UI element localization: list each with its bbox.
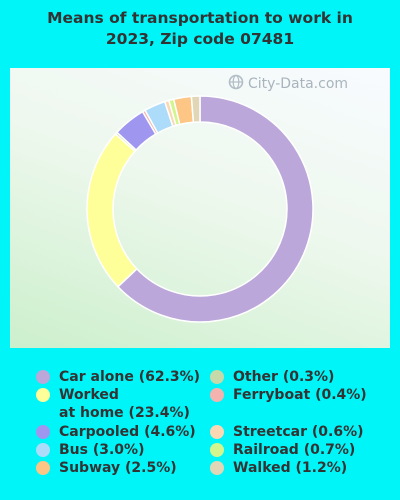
legend-label-line: Other (0.3%) [233, 369, 335, 385]
chart-title-line-2: 2023, Zip code 07481 [105, 30, 295, 48]
legend-swatch [36, 461, 50, 475]
legend-swatch [36, 370, 50, 384]
legend-label: Ferryboat (0.4%) [233, 386, 367, 404]
donut-slice-car-alone [116, 95, 314, 323]
legend-swatch [36, 388, 50, 402]
legend-label: Other (0.3%) [233, 368, 334, 386]
legend-swatch [210, 370, 224, 384]
legend-label: Car alone (62.3%) [59, 368, 200, 386]
legend-swatch [210, 443, 224, 457]
legend-label-line: Bus (3.0%) [59, 442, 145, 458]
legend-label-line: Walked (1.2%) [233, 460, 348, 476]
legend-swatch [210, 461, 224, 475]
legend-label-line: at home (23.4%) [59, 405, 190, 421]
legend-label-line: Railroad (0.7%) [233, 442, 356, 458]
donut-slice-walked [190, 95, 201, 124]
legend-label-line: Carpooled (4.6%) [59, 424, 196, 440]
legend-label: Bus (3.0%) [59, 441, 144, 459]
legend-label: Worked at home (23.4%) [59, 386, 190, 422]
legend-label-line: Subway (2.5%) [59, 460, 177, 476]
legend-swatch [36, 425, 50, 439]
legend-label: Streetcar (0.6%) [233, 423, 364, 441]
watermark: City-Data.com [228, 74, 348, 94]
donut-chart [86, 95, 314, 323]
globe-icon [228, 74, 248, 94]
chart-title-line-1: Means of transportation to work in [47, 9, 353, 27]
chart-title: Means of transportation to work in 2023,… [0, 8, 400, 50]
legend-label: Carpooled (4.6%) [59, 423, 196, 441]
watermark-text: City-Data.com [248, 76, 349, 92]
legend-label: Railroad (0.7%) [233, 441, 355, 459]
legend-swatch [210, 388, 224, 402]
donut-slice-worked-at-home [86, 132, 138, 288]
legend-swatch [210, 425, 224, 439]
legend-label-line: Streetcar (0.6%) [233, 424, 364, 440]
legend-label-line: Worked [59, 387, 119, 403]
legend-label-line: Car alone (62.3%) [59, 369, 201, 385]
legend-label-line: Ferryboat (0.4%) [233, 387, 367, 403]
legend-swatch [36, 443, 50, 457]
legend-label: Subway (2.5%) [59, 459, 177, 477]
legend-label: Walked (1.2%) [233, 459, 347, 477]
